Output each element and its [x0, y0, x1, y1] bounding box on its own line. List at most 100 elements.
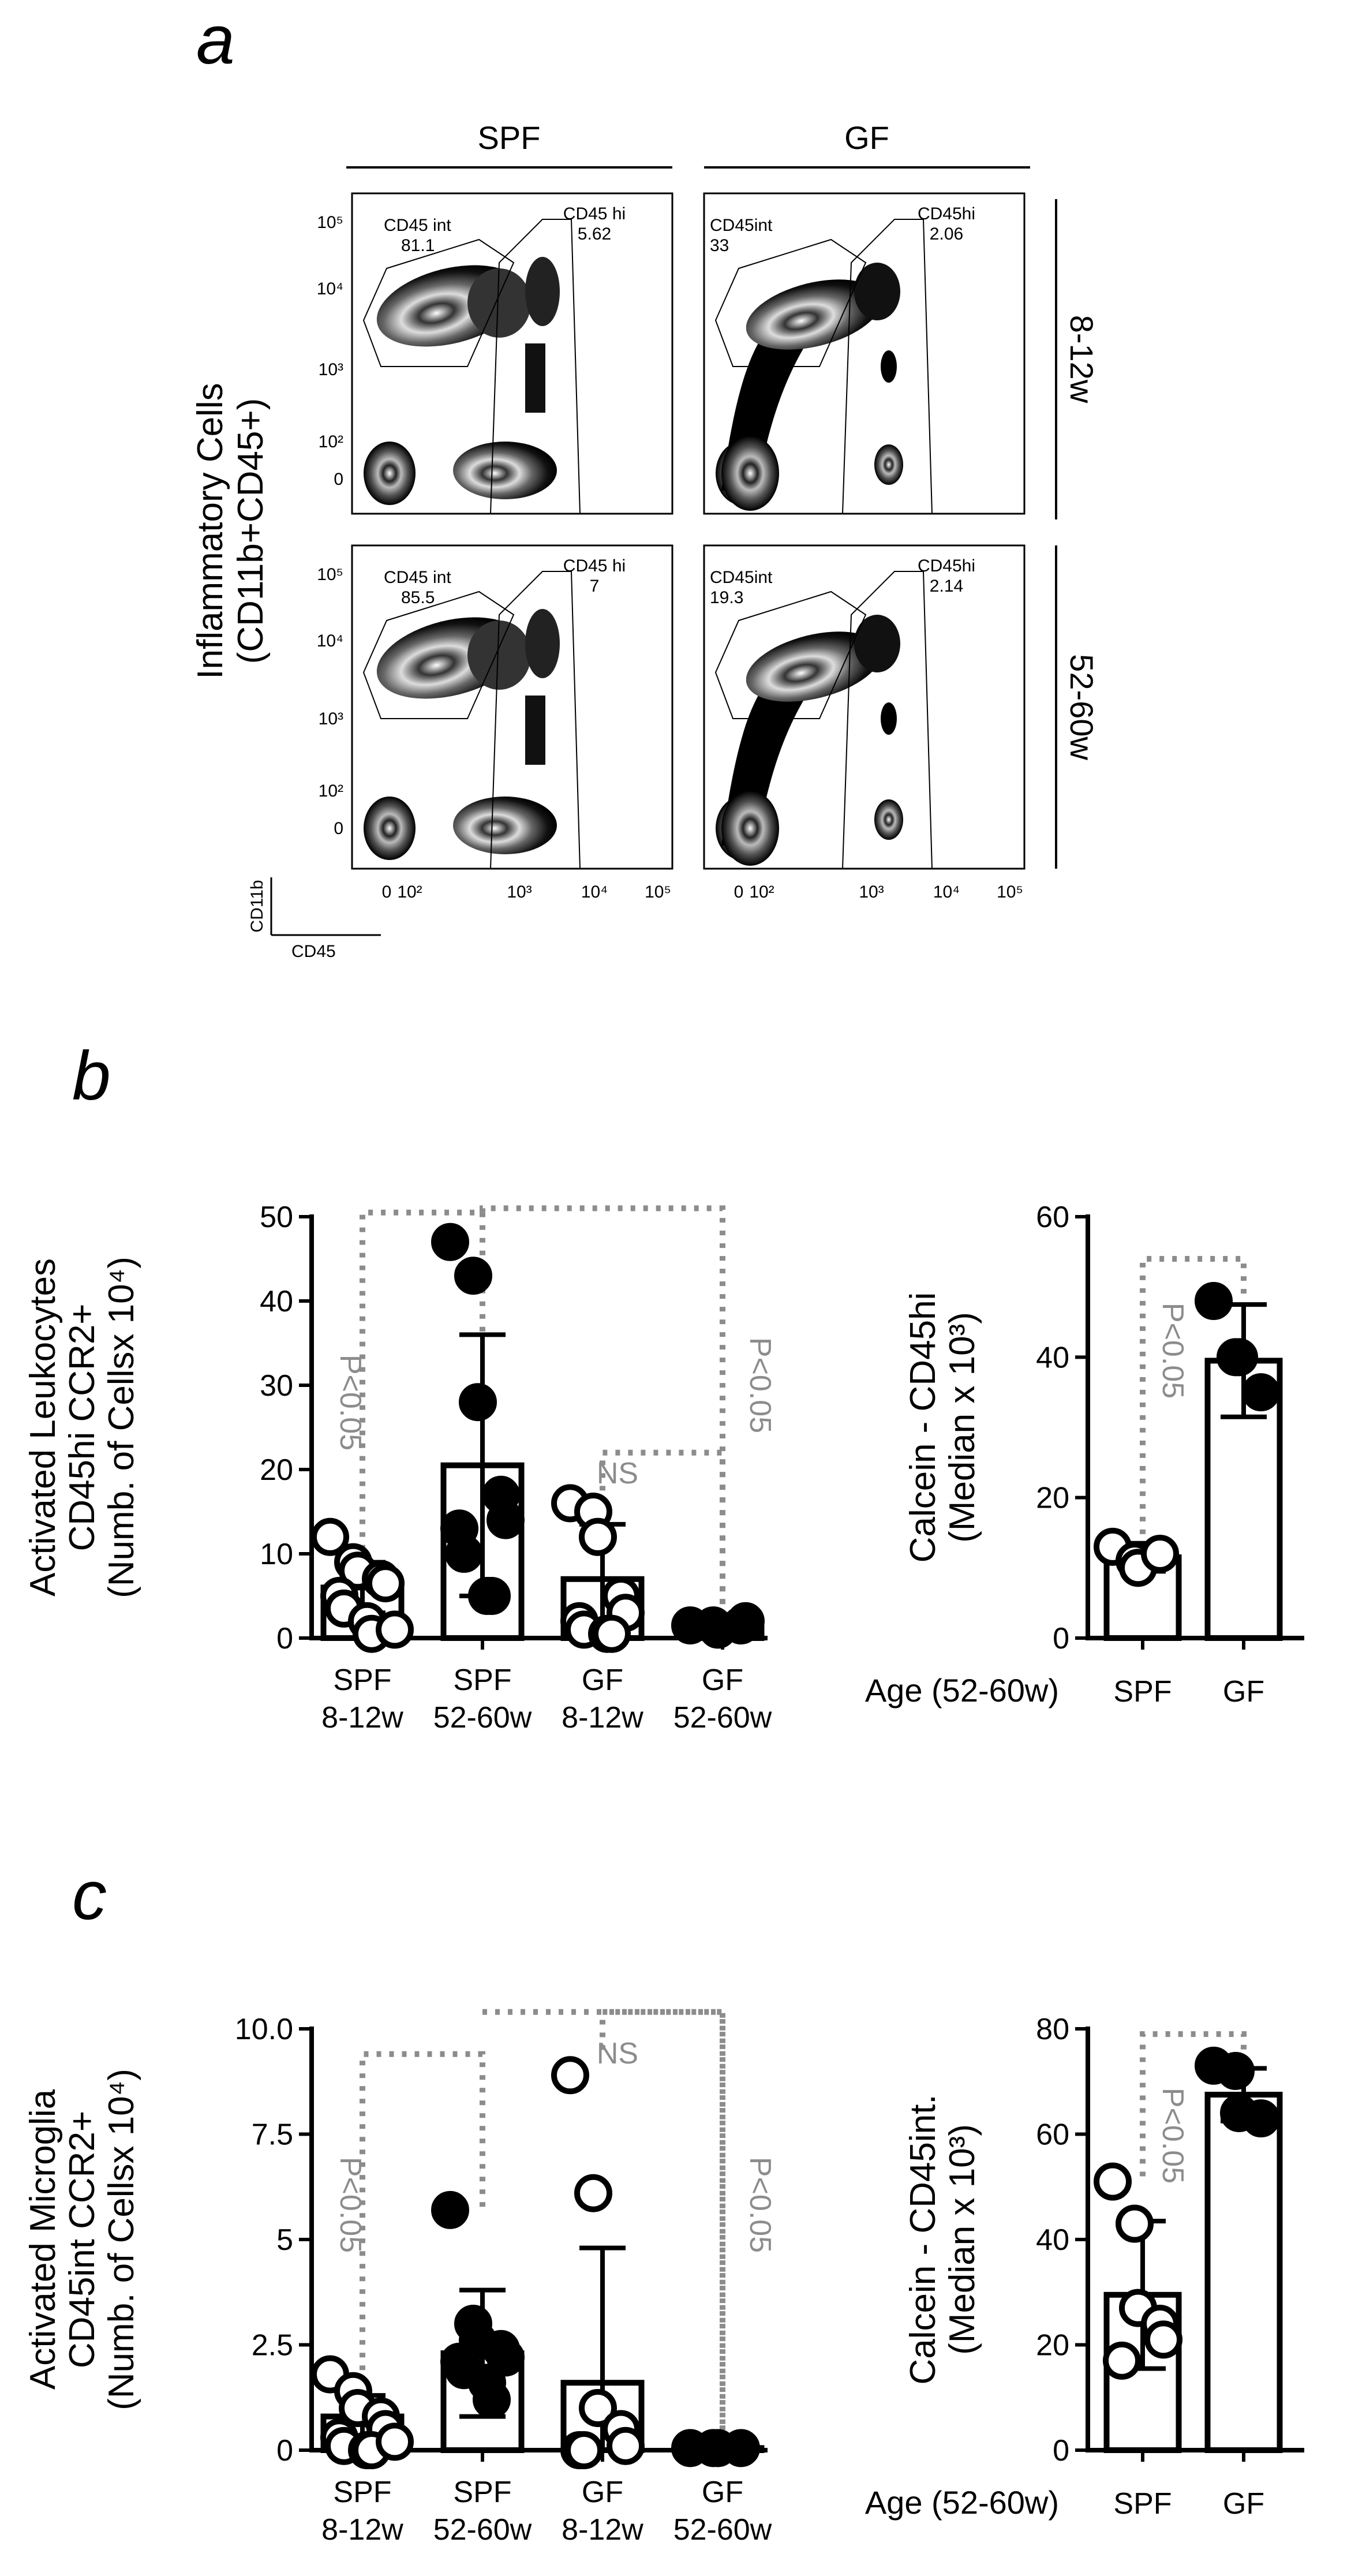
gate-cd45int [714, 590, 867, 719]
category-label-line1: SPF [333, 2476, 391, 2509]
panel-a: a SPF GF 8-12w 52-60w Inflammatory Cells… [190, 1, 1100, 961]
category-label-line2: 8-12w [562, 2513, 643, 2547]
ylabel-line: Activated Leukocytes [23, 1258, 63, 1597]
significance-bracket [600, 2009, 725, 2438]
gate-cd45hi [489, 219, 581, 514]
age-label: Age (52-60w) [865, 1672, 1059, 1708]
category-label-line1: GF [582, 1663, 623, 1697]
population-cd45hi-low [453, 797, 557, 854]
significance-label: P<0.05 [1156, 2088, 1189, 2184]
population-cd45hi-low [453, 442, 557, 499]
gate-cd45int [714, 238, 867, 367]
flow-ytick-label: 0 [334, 470, 343, 489]
significance-label: P<0.05 [743, 2157, 777, 2253]
ytick-label: 50 [260, 1201, 293, 1234]
ylabel-line: (Numb. of Cellsx 10⁴) [102, 1257, 141, 1598]
flow-xtick-label: 10⁴ [933, 883, 960, 902]
data-point [1220, 1338, 1258, 1377]
category-label-line2: 52-60w [433, 2513, 532, 2547]
ytick-label: 0 [276, 1622, 293, 1655]
bar [1204, 2092, 1283, 2453]
population-cd45int [746, 631, 882, 702]
data-point [1116, 2204, 1154, 2243]
category-label-line1: GF [702, 1663, 743, 1697]
population-cd45hi-low [874, 799, 903, 840]
data-point [473, 1577, 511, 1615]
category-label-line1: SPF [453, 2476, 511, 2509]
data-point [1242, 1373, 1280, 1412]
data-point [486, 1501, 525, 1539]
data-point [376, 1610, 414, 1649]
gate-hi-label: CD45 hi [563, 204, 626, 223]
gate-hi-value: 5.62 [578, 225, 611, 244]
data-point [579, 1517, 617, 1556]
data-point [1103, 2341, 1141, 2380]
flow-xtick-label: 10³ [507, 883, 532, 902]
chart-c-right: Calcein - CD45int. (Median x 10³) 0 20 40 60 8… [865, 2013, 1304, 2521]
corner-x-label: CD45 [291, 942, 336, 961]
data-point [1094, 2162, 1132, 2201]
population-cd45int-tail [467, 620, 531, 690]
gate-hi-value: 2.06 [930, 225, 963, 244]
gate-cd45int [362, 238, 515, 367]
population-cd45int [746, 279, 882, 350]
gate-int-value: 19.3 [710, 588, 743, 607]
category-label-line2: 8-12w [321, 1701, 403, 1734]
population-cd45int-tail [467, 268, 531, 338]
data-point [565, 2431, 603, 2469]
flow-xtick-label: 10⁵ [645, 883, 671, 902]
data-point [459, 1383, 497, 1422]
flow-ytick-label: 10⁵ [317, 565, 343, 584]
ylabel-line: (Numb. of Cellsx 10⁴) [102, 2069, 141, 2410]
significance-label: P<0.05 [334, 2157, 367, 2253]
significance-label: NS [597, 1457, 638, 1490]
chart-b-left: Activated Leukocytes CD45hi CCR2+ (Numb. o… [23, 1201, 777, 1734]
category-label-line1: SPF [453, 1663, 511, 1697]
gate-int-value: 33 [710, 236, 729, 255]
data-point [579, 2389, 617, 2427]
category-label: GF [1223, 2487, 1264, 2521]
chart-c-left: Activated Microglia CD45int CCR2+ (Numb. o… [23, 2009, 777, 2547]
category-label-line2: 8-12w [562, 1701, 643, 1734]
data-point [311, 1517, 349, 1556]
data-point [366, 1564, 405, 1603]
population-cd45int-tail [854, 263, 900, 320]
population-cd45hi-low [874, 444, 903, 485]
category-label-line2: 52-60w [673, 1701, 772, 1734]
ytick-label: 2.5 [252, 2329, 293, 2362]
data-point [454, 1257, 492, 1295]
flow-ytick-label: 10³ [319, 360, 343, 379]
population-cd45hi [525, 609, 560, 678]
data-point [574, 2174, 612, 2212]
data-point [431, 2190, 469, 2229]
gate-int-label: CD45int [710, 216, 773, 235]
ytick-label: 0 [1053, 2434, 1069, 2467]
data-point [473, 2380, 511, 2419]
category-label: SPF [1113, 2487, 1172, 2521]
significance-bracket [360, 1209, 485, 1562]
gate-int-value: 81.1 [401, 236, 435, 255]
panel-b-letter: b [72, 1037, 111, 1115]
gate-cd45hi [489, 571, 581, 869]
panel-a-ylabel-line2: (CD11b+CD45+) [231, 398, 271, 664]
significance-label: P<0.05 [334, 1355, 367, 1450]
ytick-label: 80 [1036, 2013, 1069, 2046]
flow-ytick-label: 0 [334, 819, 343, 838]
data-point [1144, 2320, 1182, 2359]
data-point [593, 1614, 631, 1653]
ylabel-line: Activated Microglia [23, 2089, 63, 2390]
significance-bracket [1140, 2031, 1247, 2177]
ytick-label: 5 [276, 2223, 293, 2257]
gate-cd45hi [841, 571, 933, 869]
data-point [486, 2338, 525, 2377]
data-point [1141, 1535, 1179, 1573]
data-point [607, 2427, 645, 2465]
flow-xtick-label: 10² [749, 883, 774, 902]
flow-xtick-label: 10³ [859, 883, 884, 902]
significance-label: NS [597, 2037, 638, 2070]
gate-hi-label: CD45hi [918, 204, 975, 223]
